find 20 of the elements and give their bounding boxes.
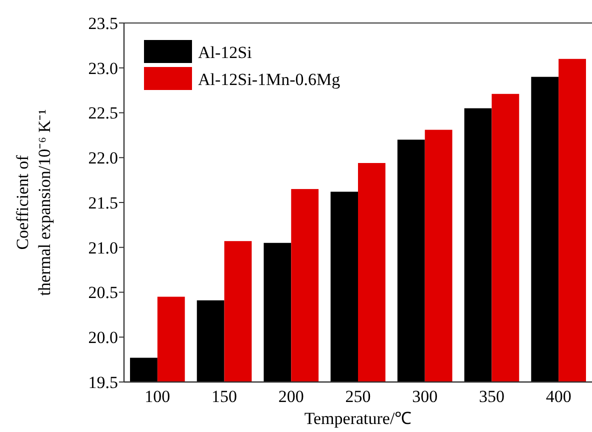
y-tick-label: 20.0: [88, 328, 118, 348]
y-tick-label: 23.5: [88, 14, 118, 33]
y-tick-label: 21.5: [88, 193, 118, 212]
y-tick-label: 21.0: [88, 238, 118, 258]
x-tick-label: 100: [144, 387, 170, 406]
x-tick-label: 200: [278, 387, 304, 406]
y-axis-title: Coefficient of thermal expansion/10⁻⁶ K⁻¹: [13, 109, 54, 296]
y-tick-label: 23.0: [88, 58, 118, 78]
y-tick-label: 22.0: [88, 148, 118, 168]
x-tick-label: 400: [546, 387, 572, 406]
legend-label: Al-12Si-1Mn-0.6Mg: [198, 70, 341, 89]
y-tick-label: 22.5: [88, 104, 118, 123]
y-tick-label: 20.5: [88, 283, 118, 302]
legend-label: Al-12Si: [198, 42, 252, 62]
y-tick-label: 19.5: [88, 372, 118, 392]
x-tick-label: 300: [412, 387, 438, 406]
x-tick-label: 250: [345, 387, 371, 406]
x-tick-label: 150: [212, 387, 238, 406]
x-tick-label: 350: [478, 387, 504, 406]
x-axis-title: Temperature/℃: [304, 409, 412, 428]
